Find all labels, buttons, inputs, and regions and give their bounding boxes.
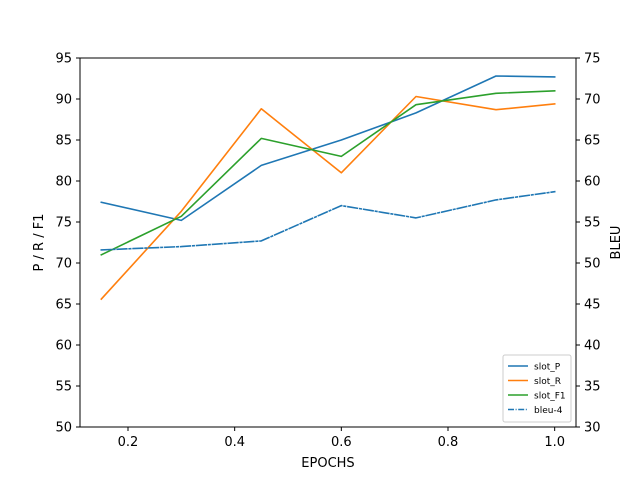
legend-label-slot-r: slot_R xyxy=(534,377,561,387)
series-line-bleu-4 xyxy=(100,190,556,251)
right-y-axis-title: BLEU xyxy=(609,226,624,260)
series-line-slot-f1 xyxy=(100,89,556,256)
left-y-axis-title: P / R / F1 xyxy=(32,214,47,272)
right-y-tick-label: 35 xyxy=(584,380,601,395)
x-tick-label: 0.6 xyxy=(331,435,352,450)
right-y-tick-label: 45 xyxy=(584,298,601,313)
legend-label-slot-p: slot_P xyxy=(534,363,561,373)
left-y-tick-label: 50 xyxy=(55,421,72,436)
left-y-tick-label: 90 xyxy=(55,93,72,108)
x-tick-label: 1.0 xyxy=(544,435,565,450)
legend-box xyxy=(502,354,572,423)
legend: slot_P slot_R slot_F1 bleu-4 xyxy=(502,354,572,423)
legend-label-bleu-4: bleu-4 xyxy=(534,406,563,416)
right-y-tick-label: 70 xyxy=(584,93,601,108)
left-y-tick-label: 85 xyxy=(55,134,72,149)
x-tick-label: 0.2 xyxy=(118,435,139,450)
left-y-tick-label: 55 xyxy=(55,380,72,395)
left-y-tick-label: 70 xyxy=(55,257,72,272)
right-y-tick-label: 65 xyxy=(584,134,601,149)
x-tick-label: 0.4 xyxy=(224,435,245,450)
right-y-tick-label: 55 xyxy=(584,216,601,231)
left-y-tick-label: 60 xyxy=(55,339,72,354)
left-y-tick-label: 65 xyxy=(55,298,72,313)
x-axis: 0.2 0.4 0.6 0.8 1.0 xyxy=(118,427,565,450)
right-y-tick-label: 50 xyxy=(584,257,601,272)
left-y-tick-label: 75 xyxy=(55,216,72,231)
left-y-tick-label: 95 xyxy=(55,52,72,67)
series-line-slot-p xyxy=(100,75,556,222)
plot-frame xyxy=(79,57,577,428)
right-y-tick-label: 75 xyxy=(584,52,601,67)
right-y-tick-label: 30 xyxy=(584,421,601,436)
x-axis-title: EPOCHS xyxy=(301,456,354,471)
legend-label-slot-f1: slot_F1 xyxy=(534,392,566,402)
right-y-tick-label: 60 xyxy=(584,175,601,190)
right-y-axis: 30 35 40 45 50 55 60 65 70 75 xyxy=(576,52,601,436)
right-y-tick-label: 40 xyxy=(584,339,601,354)
left-y-tick-label: 80 xyxy=(55,175,72,190)
left-y-axis: 50 55 60 65 70 75 80 85 90 95 xyxy=(55,52,80,436)
x-tick-label: 0.8 xyxy=(438,435,459,450)
series-layer xyxy=(100,75,556,301)
series-line-slot-r xyxy=(100,95,556,301)
